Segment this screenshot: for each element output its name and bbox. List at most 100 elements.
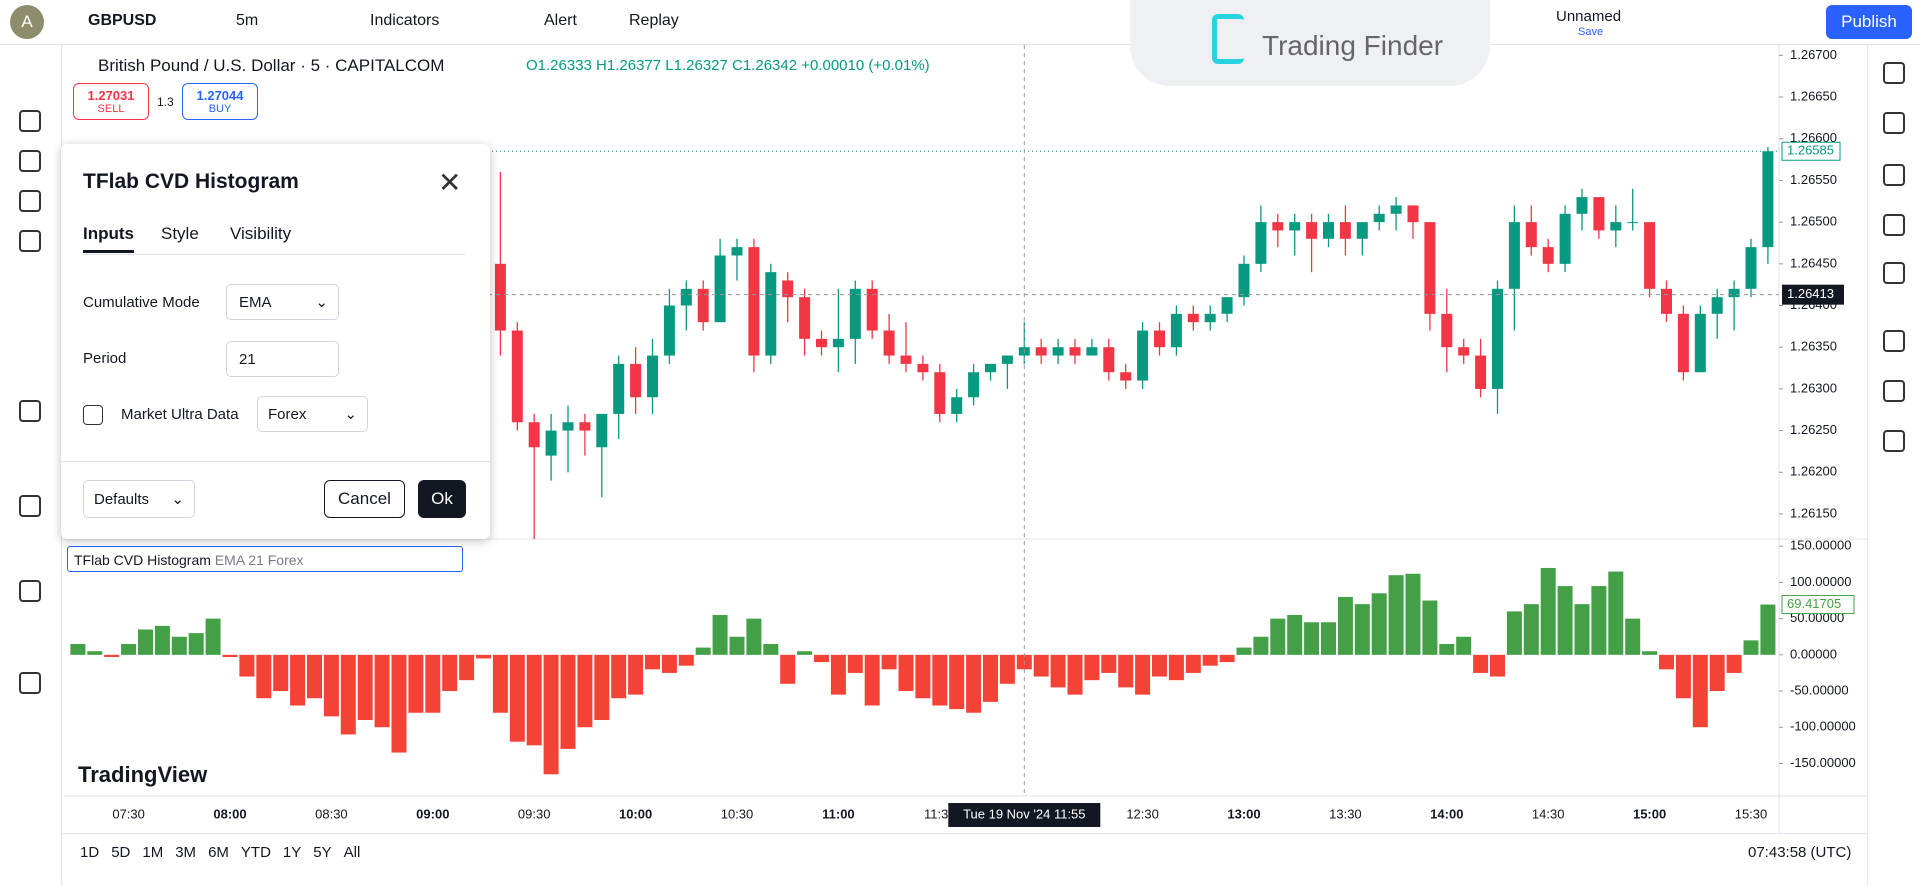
histogram-bar [983, 654, 998, 702]
cancel-button[interactable]: Cancel [324, 480, 405, 518]
histogram-bar [1743, 640, 1759, 655]
candle-body [900, 355, 912, 364]
sidebar-icon[interactable] [1883, 112, 1905, 134]
tool-icon[interactable] [19, 400, 41, 422]
sidebar-icon[interactable] [1883, 430, 1905, 452]
candle-body [1424, 222, 1436, 314]
histogram-bar [1473, 654, 1489, 673]
candle-body [765, 272, 777, 356]
histogram-bar [442, 654, 458, 692]
sidebar-icon[interactable] [1883, 62, 1905, 84]
candle-body [1069, 347, 1081, 356]
tab[interactable]: Visibility [230, 224, 292, 243]
x-tick-label: 13:30 [1329, 806, 1362, 821]
candle-body [782, 280, 794, 298]
symbol[interactable]: GBPUSD [88, 12, 157, 29]
alert-button[interactable]: Alert [544, 12, 577, 29]
y-tick-label: -100.00000 [1790, 719, 1856, 734]
indicator-legend[interactable]: TFlab CVD Histogram EMA 21 Forex [67, 546, 463, 572]
tool-icon[interactable] [19, 110, 41, 132]
tradingview-logo: TradingView [78, 762, 208, 787]
tool-icon[interactable] [19, 495, 41, 517]
range-button[interactable]: 3M [175, 844, 197, 861]
histogram-bar [340, 654, 356, 735]
x-tick-label: 08:00 [213, 806, 246, 821]
range-button[interactable]: 5D [111, 844, 131, 861]
close-button[interactable]: ✕ [438, 167, 462, 198]
sidebar-icon[interactable] [1883, 214, 1905, 236]
histogram-bar [661, 654, 677, 673]
tab[interactable]: Inputs [83, 224, 134, 253]
publish-button[interactable]: Publish [1826, 5, 1912, 39]
range-button[interactable]: 1M [142, 844, 164, 861]
candle-body [680, 288, 692, 306]
histogram-bar [256, 654, 272, 699]
x-tick-label: 07:30 [112, 806, 145, 821]
replay-button[interactable]: Replay [629, 12, 679, 29]
right-sidebar [1867, 45, 1920, 886]
histogram-bar [1236, 647, 1252, 655]
select[interactable]: Forex ⌄ [257, 396, 368, 432]
input[interactable]: 21 [226, 341, 339, 377]
histogram-bar [121, 643, 137, 655]
sidebar-icon[interactable] [1883, 164, 1905, 186]
candle-body [1711, 297, 1723, 314]
range-button[interactable]: 1D [80, 844, 100, 861]
dialog-divider [61, 461, 490, 462]
sell-button[interactable]: 1.27031 SELL [73, 83, 149, 120]
candle-body [1407, 205, 1419, 223]
range-button[interactable]: All [343, 844, 361, 861]
ok-button[interactable]: Ok [418, 480, 466, 518]
y-tick-label: 1.26500 [1790, 214, 1837, 229]
histogram-bar [205, 618, 221, 655]
avatar[interactable]: A [10, 5, 44, 39]
select[interactable]: EMA ⌄ [226, 284, 339, 320]
buy-button[interactable]: 1.27044 BUY [182, 83, 258, 120]
tool-icon[interactable] [19, 190, 41, 212]
tab[interactable]: Style [161, 224, 199, 243]
histogram-bar [611, 654, 627, 699]
histogram-bar [1439, 643, 1455, 655]
tool-icon[interactable] [19, 580, 41, 602]
tool-icon[interactable] [19, 230, 41, 252]
y-tick-label: 1.26150 [1790, 505, 1837, 520]
histogram-bar [425, 654, 441, 713]
histogram-bar [408, 654, 424, 713]
histogram-bar [1202, 654, 1218, 666]
histogram-bar [1118, 654, 1134, 688]
candle-body [1542, 247, 1554, 264]
histogram-bar [1659, 654, 1674, 670]
tool-icon[interactable] [19, 150, 41, 172]
candle-body [1373, 213, 1385, 223]
candle-body [1204, 313, 1216, 323]
x-tick-label: 12:30 [1126, 806, 1159, 821]
histogram-bar [1709, 654, 1725, 692]
range-button[interactable]: 1Y [282, 844, 302, 861]
indicator-params: EMA 21 Forex [214, 552, 304, 568]
indicators-button[interactable]: Indicators [370, 12, 440, 29]
defaults-button[interactable]: Defaults ⌄ [83, 480, 195, 518]
histogram-bar [560, 654, 576, 749]
sidebar-icon[interactable] [1883, 262, 1905, 284]
range-button[interactable]: 6M [208, 844, 229, 861]
histogram-bar [1557, 586, 1573, 655]
layout-status: Save [1578, 26, 1604, 38]
candle-body [1576, 197, 1588, 214]
candle-body [511, 330, 523, 423]
histogram-bar [712, 615, 728, 655]
histogram-bar [577, 654, 593, 728]
range-button[interactable]: 5Y [313, 844, 332, 861]
sidebar-icon[interactable] [1883, 380, 1905, 402]
x-tick-label: 10:00 [619, 806, 652, 821]
x-tick-label: 10:30 [721, 806, 754, 821]
indicator-name: TFlab CVD Histogram [74, 552, 211, 568]
layout-name[interactable]: Unnamed [1556, 8, 1622, 25]
candle-body [883, 330, 895, 356]
tool-icon[interactable] [19, 672, 41, 694]
range-button[interactable]: YTD [240, 844, 271, 861]
sidebar-icon[interactable] [1883, 330, 1905, 352]
checkbox[interactable] [83, 405, 103, 425]
candle-body [985, 363, 996, 373]
interval[interactable]: 5m [236, 12, 259, 29]
